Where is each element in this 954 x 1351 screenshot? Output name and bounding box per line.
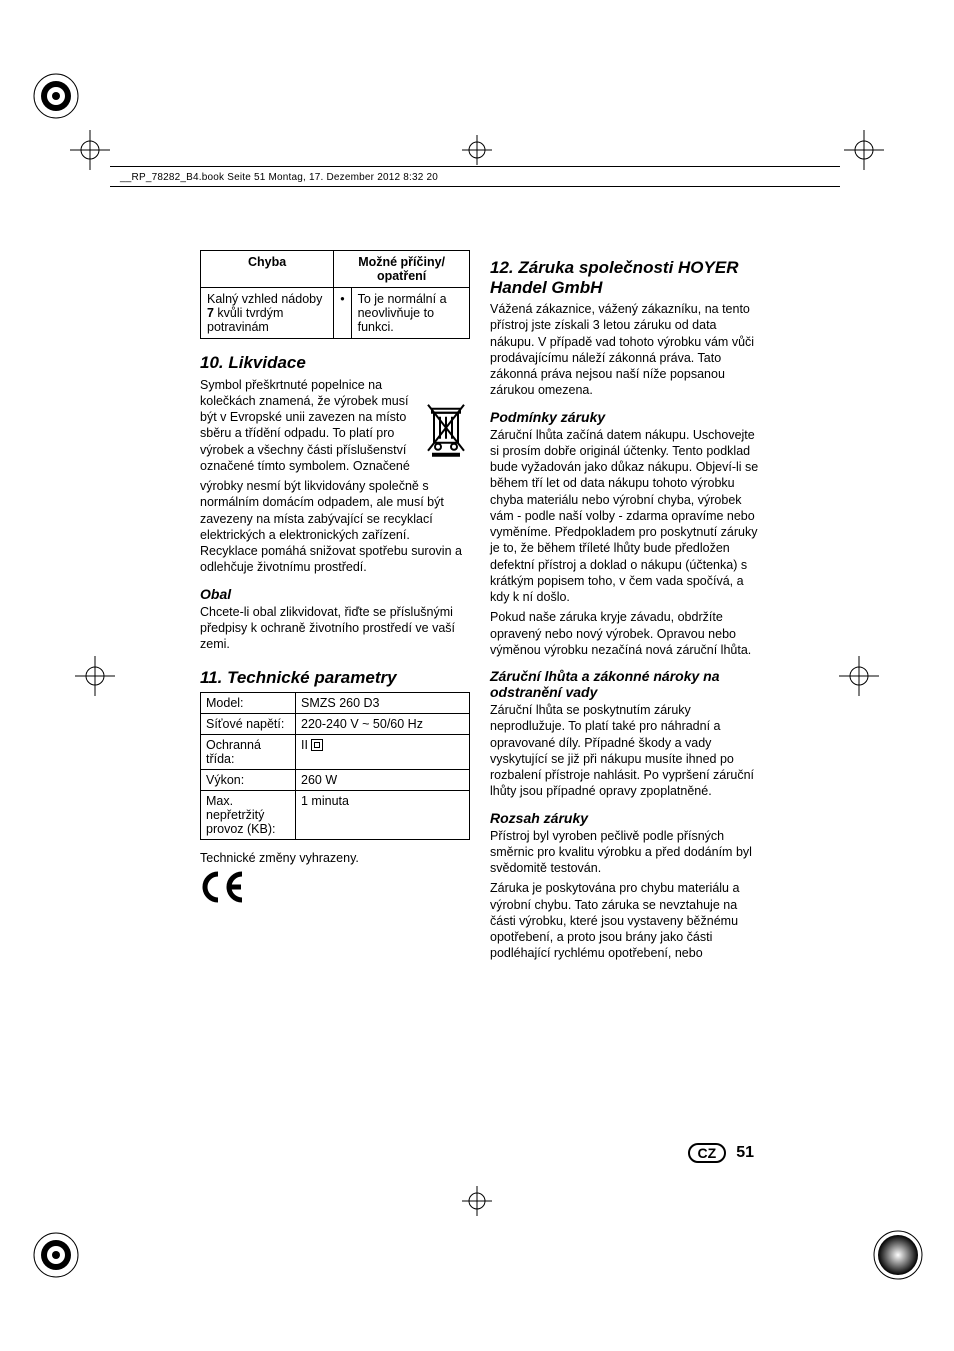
body-text: Symbol přeškrtnuté popelnice na kolečkác… <box>200 377 416 475</box>
subsection-heading: Obal <box>200 586 470 602</box>
table-cell: Ochranná třída: <box>201 734 296 769</box>
crop-mark <box>75 656 115 696</box>
crop-mark <box>457 1186 497 1216</box>
spec-table: Model:SMZS 260 D3 Síťové napětí:220-240 … <box>200 692 470 840</box>
crop-ornament <box>872 1229 924 1281</box>
body-text: výrobky nesmí být likvidovány společně s… <box>200 478 470 576</box>
table-cell: Síťové napětí: <box>201 713 296 734</box>
table-cell: 260 W <box>296 769 470 790</box>
bullet: • <box>334 288 351 339</box>
col-header: Chyba <box>201 251 334 288</box>
table-cell: Kalný vzhled nádoby 7 kvůli tvrdým potra… <box>201 288 334 339</box>
page-number: 51 <box>736 1144 754 1162</box>
body-text: Záruční lhůta začíná datem nákupu. Uscho… <box>490 427 760 606</box>
body-text: Přístroj byl vyroben pečlivě podle přísn… <box>490 828 760 877</box>
table-cell: 1 minuta <box>296 790 470 839</box>
section-heading: 10. Likvidace <box>200 353 470 373</box>
body-text: Vážená zákaznice, vážený zákazníku, na t… <box>490 301 760 399</box>
subsection-heading: Záruční lhůta a zákonné nároky na odstra… <box>490 668 760 700</box>
body-text: Záruční lhůta se poskytnutím záruky nepr… <box>490 702 760 800</box>
header-rule <box>110 166 840 167</box>
section-heading: 11. Technické parametry <box>200 668 470 688</box>
weee-bin-icon <box>422 379 470 479</box>
crop-mark <box>839 656 879 696</box>
crop-mark <box>70 130 110 170</box>
ce-mark-icon <box>200 870 250 904</box>
crop-mark <box>457 135 497 165</box>
col-header: Možné příčiny/ opatření <box>334 251 470 288</box>
section-heading: 12. Záruka společnosti HOYER Handel GmbH <box>490 258 760 297</box>
table-cell: 220-240 V ~ 50/60 Hz <box>296 713 470 734</box>
page-footer: CZ 51 <box>688 1143 754 1163</box>
subsection-heading: Podmínky záruky <box>490 409 760 425</box>
table-cell: To je normální a neovlivňuje to funkci. <box>351 288 469 339</box>
table-cell: II <box>296 734 470 769</box>
class2-icon <box>311 739 323 751</box>
language-badge: CZ <box>688 1143 727 1163</box>
body-text: Chcete-li obal zlikvidovat, řiďte se pří… <box>200 604 470 653</box>
crop-mark <box>844 130 884 170</box>
header-filename: __RP_78282_B4.book Seite 51 Montag, 17. … <box>120 172 438 183</box>
table-cell: Výkon: <box>201 769 296 790</box>
body-text: Technické změny vyhrazeny. <box>200 850 470 866</box>
body-text: Pokud naše záruka kryje závadu, obdržíte… <box>490 609 760 658</box>
body-text: Záruka je poskytována pro chybu materiál… <box>490 880 760 961</box>
table-cell: SMZS 260 D3 <box>296 692 470 713</box>
table-cell: Max. nepřetržitý provoz (KB): <box>201 790 296 839</box>
crop-ornament <box>30 70 82 122</box>
table-cell: Model: <box>201 692 296 713</box>
header-rule <box>110 186 840 187</box>
error-table: Chyba Možné příčiny/ opatření Kalný vzhl… <box>200 250 470 339</box>
crop-ornament <box>30 1229 82 1281</box>
subsection-heading: Rozsah záruky <box>490 810 760 826</box>
